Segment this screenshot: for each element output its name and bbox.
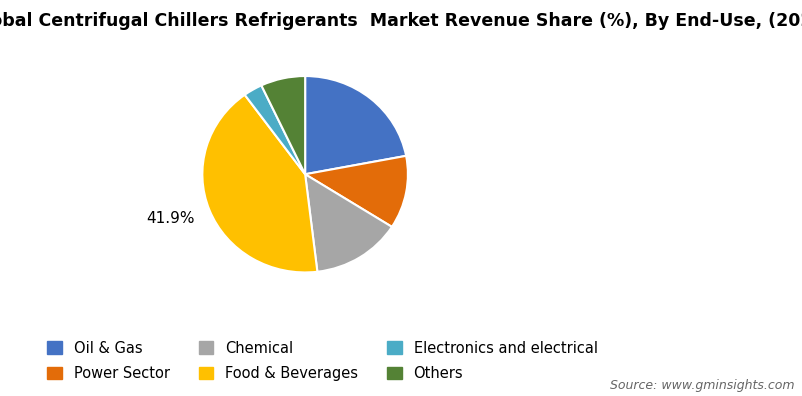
Wedge shape [202,95,317,272]
Legend: Oil & Gas, Power Sector, Chemical, Food & Beverages, Electronics and electrical,: Oil & Gas, Power Sector, Chemical, Food … [47,341,597,381]
Wedge shape [305,174,391,272]
Text: Global Centrifugal Chillers Refrigerants  Market Revenue Share (%), By End-Use, : Global Centrifugal Chillers Refrigerants… [0,12,802,30]
Wedge shape [261,76,305,174]
Wedge shape [305,76,406,174]
Text: 41.9%: 41.9% [146,211,194,226]
Wedge shape [245,86,305,174]
Wedge shape [305,156,407,227]
Text: Source: www.gminsights.com: Source: www.gminsights.com [610,379,794,392]
